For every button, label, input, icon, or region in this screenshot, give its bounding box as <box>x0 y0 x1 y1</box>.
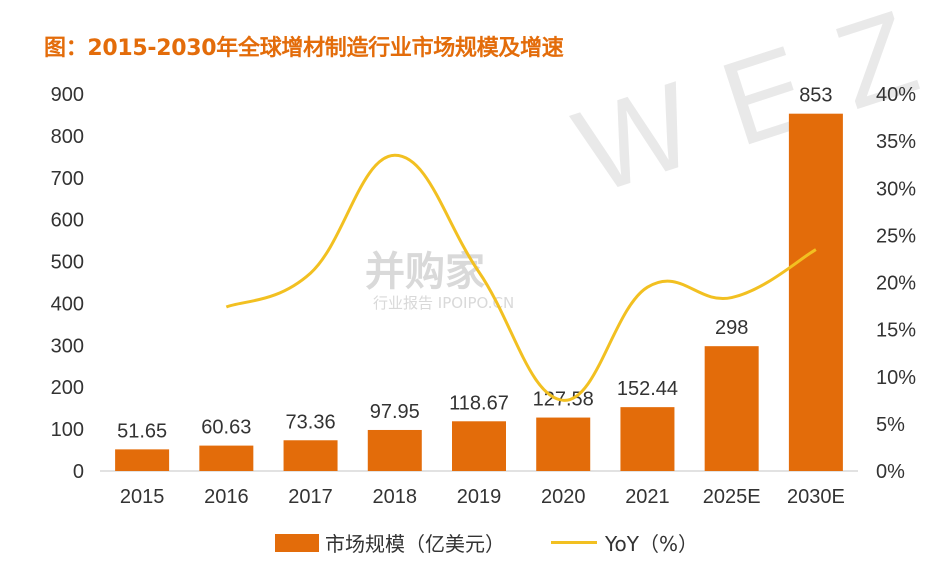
bar-data-label: 60.63 <box>201 417 251 439</box>
y-right-tick-label: 5% <box>876 414 905 436</box>
bar-data-label: 51.65 <box>117 420 167 442</box>
bar <box>452 421 506 471</box>
y-left-tick-label: 600 <box>51 210 84 232</box>
x-tick-label: 2030E <box>787 486 845 508</box>
bar-data-label: 152.44 <box>617 378 678 400</box>
bar-data-label: 97.95 <box>370 401 420 423</box>
bar-data-label: 298 <box>715 317 748 339</box>
bar <box>536 417 591 471</box>
x-tick-label: 2020 <box>541 486 586 508</box>
watermark-logo-subtext: 行业报告 IPOIPO.CN <box>373 294 515 312</box>
bar <box>199 445 254 471</box>
y-left-tick-label: 0 <box>73 461 84 483</box>
y-left-tick-label: 700 <box>51 168 84 190</box>
y-left-tick-label: 500 <box>51 252 84 274</box>
y-right-tick-label: 30% <box>876 178 916 200</box>
y-left-tick-label: 400 <box>51 293 84 315</box>
chart-canvas: 0 100 200 300 400 500 600 700 800 900 0% 5% 10% 15% 20… <box>51 84 917 508</box>
legend-line-label: YoY（%） <box>605 532 699 556</box>
legend-bar-label: 市场规模（亿美元） <box>325 532 505 556</box>
x-tick-label: 2019 <box>457 486 502 508</box>
y-left-tick-label: 900 <box>51 84 84 106</box>
bar <box>115 449 170 471</box>
x-tick-label: 2016 <box>204 486 249 508</box>
x-tick-label: 2015 <box>120 486 165 508</box>
y-right-tick-label: 20% <box>876 273 916 295</box>
x-tick-label: 2021 <box>625 486 670 508</box>
watermark-logo: 并购家 行业报告 IPOIPO.CN <box>365 250 514 312</box>
bar <box>620 407 675 471</box>
x-tick-label: 2025E <box>703 486 761 508</box>
watermark-logo-text: 并购家 <box>365 249 485 295</box>
legend-bar-swatch <box>275 533 319 552</box>
y-right-tick-label: 15% <box>876 320 916 342</box>
y-right-tick-label: 25% <box>876 225 916 247</box>
y-left-tick-label: 300 <box>51 335 84 357</box>
bar-data-label: 118.67 <box>449 392 509 414</box>
y-left-tick-label: 100 <box>51 419 84 441</box>
y-right-tick-label: 40% <box>876 84 916 106</box>
bar-data-label: 73.36 <box>286 411 336 433</box>
bar <box>788 113 843 471</box>
bar <box>367 429 422 471</box>
yoy-line <box>225 153 817 402</box>
y-right-tick-label: 35% <box>876 131 916 153</box>
y-left-tick-label: 200 <box>51 377 84 399</box>
legend-line-swatch <box>551 541 597 544</box>
x-tick-label: 2018 <box>373 486 418 508</box>
bar-data-label: 853 <box>799 85 832 107</box>
chart-title: 图：2015-2030年全球增材制造行业市场规模及增速 <box>44 36 564 61</box>
y-left-tick-label: 800 <box>51 126 84 148</box>
chart-legend: 市场规模（亿美元） YoY（%） <box>275 528 698 557</box>
bar <box>283 440 338 471</box>
x-tick-label: 2017 <box>288 486 333 508</box>
y-right-tick-label: 10% <box>876 367 916 389</box>
y-right-tick-label: 0% <box>876 461 905 483</box>
bar <box>704 346 759 471</box>
